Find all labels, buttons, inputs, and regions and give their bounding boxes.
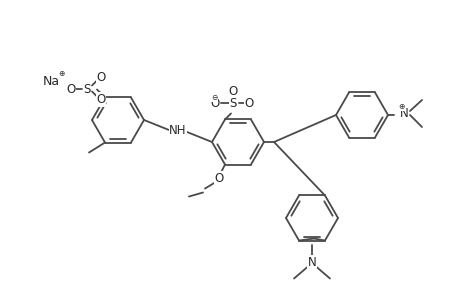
- Text: N: N: [399, 106, 408, 119]
- Text: NH: NH: [169, 124, 186, 136]
- Text: O: O: [210, 97, 219, 110]
- Text: O: O: [228, 85, 237, 98]
- Text: O: O: [214, 172, 223, 185]
- Text: O: O: [244, 97, 253, 110]
- Text: O: O: [96, 71, 106, 84]
- Text: ⊖: ⊖: [210, 93, 217, 102]
- Text: ⊕: ⊕: [58, 69, 64, 78]
- Text: S: S: [229, 97, 236, 110]
- Text: O: O: [96, 93, 106, 106]
- Text: S: S: [83, 83, 90, 96]
- Text: ⊕: ⊕: [397, 101, 403, 110]
- Text: O: O: [66, 83, 75, 96]
- Text: N: N: [307, 256, 316, 269]
- Text: Na: Na: [42, 75, 59, 88]
